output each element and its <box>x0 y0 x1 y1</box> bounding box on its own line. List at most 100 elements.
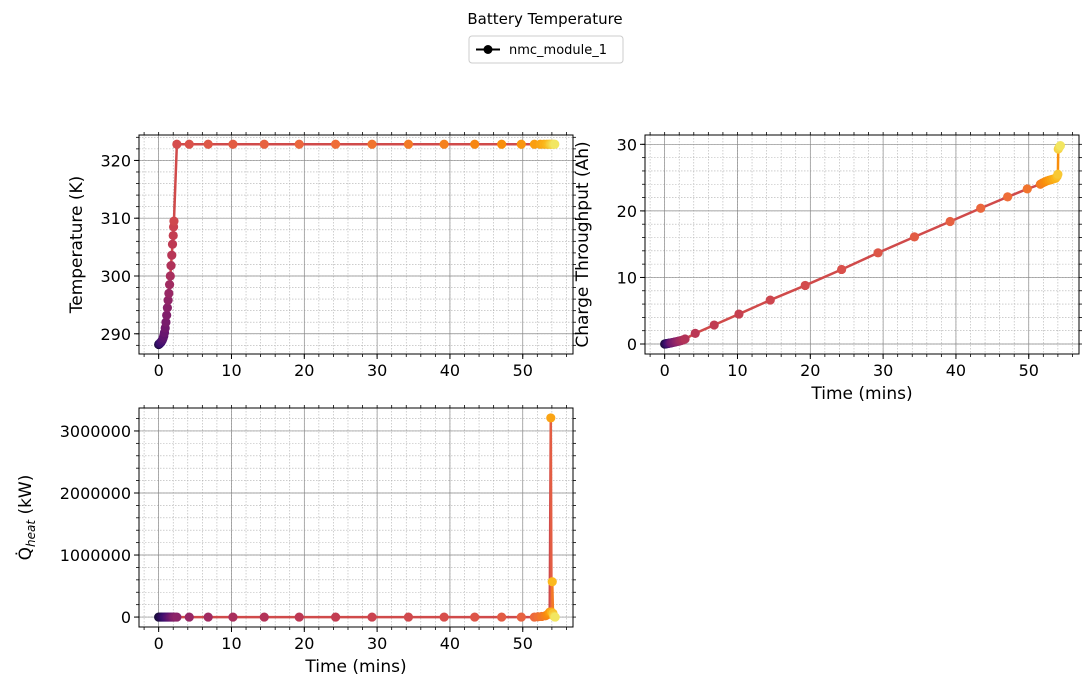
data-point <box>161 317 171 327</box>
y-tick-label: 320 <box>100 151 131 170</box>
data-point <box>765 295 775 305</box>
data-point <box>1055 141 1066 151</box>
data-point <box>367 612 377 622</box>
series-line-segment <box>737 298 772 316</box>
x-tick-label: 30 <box>367 361 387 380</box>
x-axis-label: Time (mins) <box>304 657 406 677</box>
legend-frame <box>468 35 624 64</box>
data-point <box>331 612 341 622</box>
charge-throughput-panel: 0 10 20 30 40 50 0 10 20 30 Time (mins) Charge Thro… <box>573 132 1082 404</box>
data-point <box>976 203 986 213</box>
x-tick-label: 0 <box>660 361 670 380</box>
legend-label: nmc_module_1 <box>509 43 607 58</box>
series-line-segment <box>913 220 952 239</box>
axes-frame <box>138 134 574 355</box>
data-point <box>470 612 480 622</box>
y-tick-label: 3000000 <box>60 422 131 441</box>
series-markers <box>154 413 560 622</box>
data-point <box>228 139 238 149</box>
x-tick-label: 40 <box>440 361 460 380</box>
series-line-segment <box>172 142 179 223</box>
data-point <box>259 139 269 149</box>
series-line-segment <box>768 284 807 302</box>
data-point <box>497 612 507 622</box>
data-point <box>184 612 194 622</box>
y-tick-label: 1000000 <box>60 546 131 565</box>
data-point <box>909 232 920 242</box>
data-point <box>164 288 174 298</box>
x-tick-label: 10 <box>727 361 747 380</box>
data-point <box>167 239 178 249</box>
data-point <box>167 250 177 260</box>
data-point <box>168 230 178 241</box>
y-tick-label: 0 <box>627 335 637 354</box>
data-point <box>734 309 744 319</box>
data-point <box>172 139 182 149</box>
data-point <box>184 139 194 149</box>
series-line-segment <box>948 206 982 223</box>
figure-title: Battery Temperature <box>467 10 622 28</box>
data-point <box>331 139 341 149</box>
series-line <box>157 142 557 346</box>
series-line-segment <box>803 268 843 287</box>
y-axis-label: Charge Throughput (Ah) <box>573 141 593 347</box>
data-point <box>837 264 847 275</box>
data-point <box>169 216 179 226</box>
temperature-panel: 0 10 20 30 40 50 290 300 310 320 Temperature (K) <box>67 132 576 380</box>
data-point <box>800 280 810 291</box>
axes-frame <box>644 134 1080 355</box>
data-point <box>546 413 556 423</box>
x-tick-label: 20 <box>294 634 314 653</box>
data-point <box>709 320 719 330</box>
data-point <box>162 310 172 320</box>
data-point <box>873 248 883 258</box>
legend-marker <box>483 45 493 54</box>
legend: nmc_module_1 <box>468 35 624 64</box>
data-point <box>165 271 175 281</box>
data-point <box>403 612 414 622</box>
data-point <box>497 139 507 149</box>
x-tick-label: 40 <box>946 361 966 380</box>
x-tick-label: 50 <box>513 361 533 380</box>
series-line <box>663 144 1062 346</box>
x-tick-label: 20 <box>294 361 314 380</box>
y-tick-label: 30 <box>617 135 637 154</box>
data-point <box>163 295 173 305</box>
series-line-segment <box>840 251 880 271</box>
data-point <box>162 303 172 313</box>
x-tick-label: 50 <box>1019 361 1039 380</box>
data-point <box>172 612 182 622</box>
y-axis-label: Q̇heat (kW) <box>15 475 38 561</box>
series-line <box>157 416 557 619</box>
data-point <box>547 577 557 587</box>
x-tick-label: 10 <box>221 634 241 653</box>
data-point <box>203 612 213 622</box>
y-tick-label: 0 <box>121 608 131 627</box>
data-point <box>294 612 304 622</box>
data-point <box>1003 192 1013 202</box>
data-point <box>470 139 480 149</box>
data-point <box>690 328 700 338</box>
data-point <box>439 612 449 622</box>
y-tick-label: 310 <box>100 209 131 228</box>
data-point <box>403 139 414 149</box>
series-markers <box>660 141 1066 349</box>
data-point <box>1053 169 1063 179</box>
data-point <box>516 139 526 149</box>
y-tick-label: 20 <box>617 202 637 221</box>
x-tick-label: 50 <box>513 634 533 653</box>
y-tick-label: 10 <box>617 268 637 287</box>
x-tick-label: 30 <box>367 634 387 653</box>
y-tick-label: 2000000 <box>60 484 131 503</box>
x-tick-label: 40 <box>440 634 460 653</box>
x-tick-label: 10 <box>221 361 241 380</box>
y-axis-label: Temperature (K) <box>67 176 87 315</box>
series-line-segment <box>876 235 916 255</box>
data-point <box>550 612 560 622</box>
data-point <box>259 612 269 622</box>
data-point <box>1022 184 1032 194</box>
x-tick-label: 0 <box>154 361 164 380</box>
data-point <box>228 612 238 622</box>
data-point <box>367 139 377 149</box>
